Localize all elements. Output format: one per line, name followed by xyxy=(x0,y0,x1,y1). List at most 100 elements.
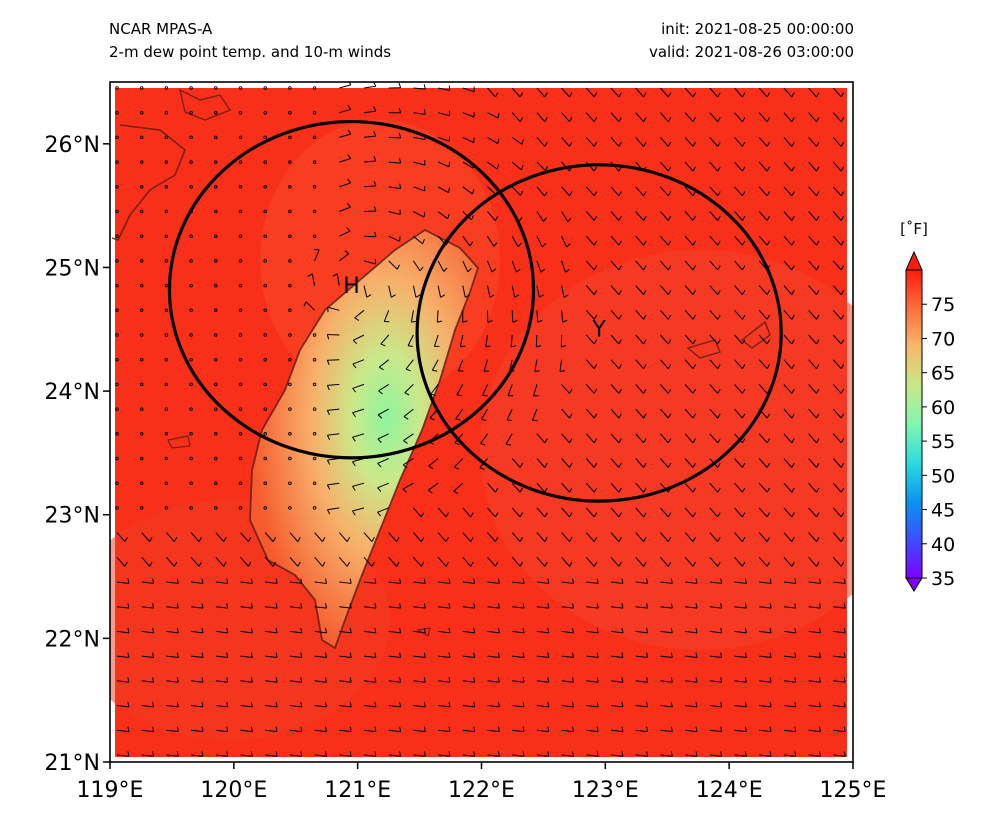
wind-barb xyxy=(660,754,673,757)
wind-barb xyxy=(635,186,644,197)
wind-barb xyxy=(635,408,644,419)
wind-barb xyxy=(438,754,451,757)
wind-barb-flag xyxy=(544,117,548,122)
wind-barb-flag xyxy=(505,443,512,446)
wind-barb-flag xyxy=(374,751,377,757)
wind-barb xyxy=(265,630,278,634)
wind-barb xyxy=(833,705,846,708)
china-coastline xyxy=(111,124,186,241)
wind-barb-flag xyxy=(332,273,338,277)
wind-barb-flag xyxy=(794,677,797,683)
wind-barb-flag xyxy=(741,561,746,567)
wind-barb-flag xyxy=(618,191,622,197)
wind-barb-flag xyxy=(399,183,402,189)
wind-barb xyxy=(311,273,316,286)
wind-barb-flag xyxy=(297,537,301,542)
wind-barb xyxy=(462,186,473,195)
wind-barb xyxy=(240,532,249,542)
wind-barb-flag xyxy=(127,578,130,584)
wind-barb-flag xyxy=(618,561,622,567)
wind-barb-flag xyxy=(473,677,476,683)
wind-barb xyxy=(585,211,595,221)
wind-barb xyxy=(783,606,796,609)
wind-barb xyxy=(339,705,352,708)
wind-barb-flag xyxy=(667,92,672,98)
wind-barb-flag xyxy=(456,394,462,397)
wind-barb xyxy=(709,532,719,542)
wind-barb xyxy=(758,112,768,123)
map-top-margin xyxy=(110,82,853,88)
wind-barb xyxy=(561,87,570,98)
wind-barb xyxy=(783,384,793,394)
wind-barb-flag xyxy=(173,561,178,567)
wind-barb-flag xyxy=(741,438,746,444)
wind-barb xyxy=(685,705,698,708)
calm-wind-marker xyxy=(263,86,267,90)
wind-barb xyxy=(734,458,743,468)
wind-barb xyxy=(166,630,179,634)
wind-barb xyxy=(430,384,439,395)
wind-barb xyxy=(462,556,472,567)
wind-barb xyxy=(758,359,768,370)
wind-barb-flag xyxy=(840,512,845,518)
wind-barb-flag xyxy=(593,438,598,444)
wind-barb-flag xyxy=(794,652,797,658)
wind-barb xyxy=(191,705,204,708)
wind-barb-flag xyxy=(646,726,649,732)
wind-barb-flag xyxy=(646,578,649,584)
wind-barb xyxy=(413,729,426,733)
wind-barb-flag xyxy=(643,191,647,197)
wind-barb-flag xyxy=(816,166,820,172)
wind-barb xyxy=(380,334,390,345)
wind-barb-flag xyxy=(717,487,721,493)
wind-barb-flag xyxy=(741,413,746,419)
ryukyu-island xyxy=(686,339,721,359)
wind-barb-flag xyxy=(300,652,303,658)
wind-barb xyxy=(339,182,351,188)
calm-wind-marker xyxy=(238,432,243,436)
wind-barb xyxy=(660,112,669,123)
wind-barb xyxy=(240,630,253,634)
wind-barb-flag xyxy=(352,387,357,393)
wind-barb-flag xyxy=(226,627,229,633)
wind-barb-flag xyxy=(593,290,598,295)
wind-barb xyxy=(758,334,768,345)
wind-barb-flag xyxy=(816,92,820,98)
wind-barb xyxy=(413,507,422,518)
wind-barb-flag xyxy=(791,141,795,147)
wind-barb xyxy=(635,556,644,567)
wind-barb xyxy=(438,705,451,708)
wind-barb-flag xyxy=(744,578,747,584)
wind-barb-flag xyxy=(247,537,252,542)
wind-barb-flag xyxy=(621,726,624,732)
wind-barb-flag xyxy=(470,537,474,542)
wind-barb xyxy=(783,161,793,172)
wind-barb-flag xyxy=(300,751,303,757)
wind-barb xyxy=(832,482,842,493)
wind-barb-flag xyxy=(692,117,696,122)
wind-barb-flag xyxy=(695,578,698,584)
wind-barb-flag xyxy=(250,677,253,683)
wind-barb xyxy=(116,556,126,567)
wind-barb-flag xyxy=(127,726,130,732)
calm-wind-marker xyxy=(139,86,144,90)
wind-barb-flag xyxy=(540,268,546,273)
wind-barb xyxy=(561,384,570,394)
wind-barb xyxy=(536,754,549,757)
wind-barb xyxy=(215,556,225,567)
wind-barb xyxy=(808,433,817,444)
wind-barb xyxy=(289,556,299,567)
wind-barb xyxy=(734,581,747,584)
wind-barb xyxy=(512,754,525,757)
wind-barb xyxy=(352,433,365,438)
wind-barb xyxy=(685,606,698,609)
calm-wind-marker xyxy=(189,283,193,288)
wind-barb xyxy=(783,334,793,345)
wind-barb xyxy=(215,581,228,584)
wind-barb-flag xyxy=(448,187,450,193)
wind-barb-flag xyxy=(152,578,155,584)
wind-barb-flag xyxy=(741,512,746,518)
wind-barb-flag xyxy=(489,294,495,298)
wind-barb xyxy=(734,112,743,123)
wind-barb-flag xyxy=(437,320,443,323)
